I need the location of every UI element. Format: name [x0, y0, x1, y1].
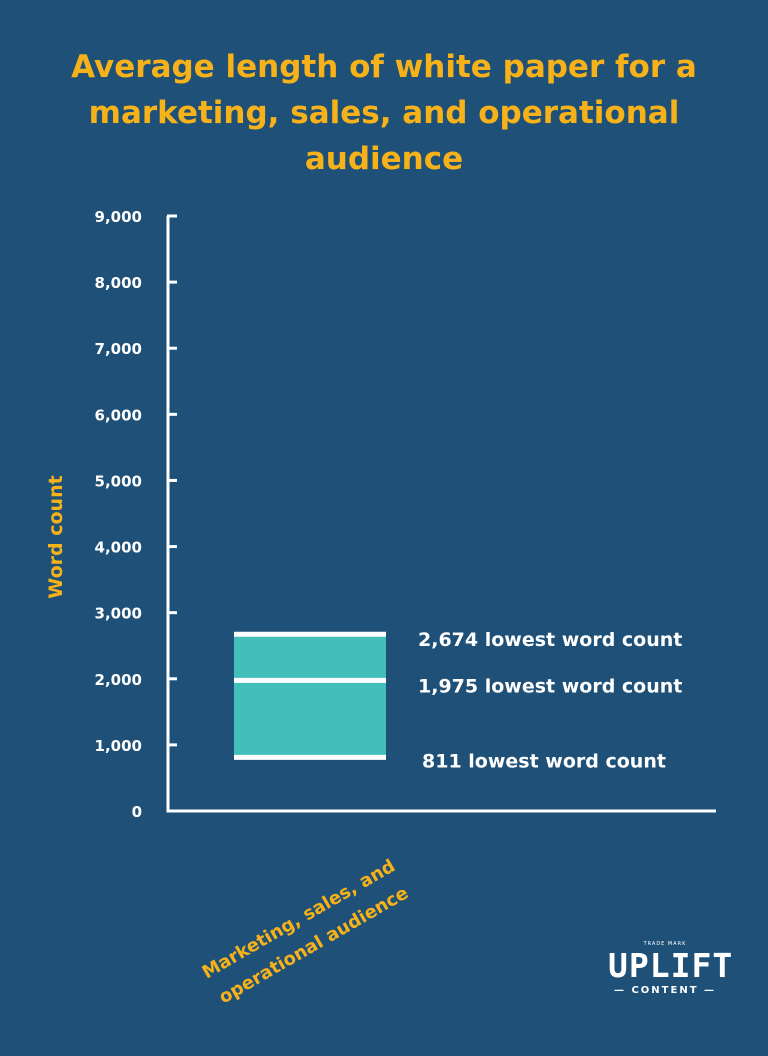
y-tick-label: 3,000: [95, 605, 142, 623]
logo-trademark-text: TRADE MARK: [643, 941, 687, 947]
y-tick-label: 1,000: [95, 737, 142, 755]
uplift-content-logo: TRADE MARK UPLIFT — CONTENT —: [608, 940, 734, 998]
chart-title: Average length of white paper for a mark…: [71, 49, 697, 177]
y-axis-title: Word count: [45, 475, 67, 598]
logo-main-text: UPLIFT: [608, 946, 734, 985]
box-body: [234, 634, 386, 758]
box-high-label: 2,674 lowest word count: [418, 629, 682, 651]
y-tick-label: 6,000: [95, 406, 142, 424]
logo-sub-text: — CONTENT —: [613, 985, 716, 996]
y-tick-label: 2,000: [95, 671, 142, 689]
y-tick-label: 9,000: [95, 208, 142, 226]
box-low-label: 811 lowest word count: [422, 750, 666, 772]
y-tick-label: 8,000: [95, 274, 142, 292]
y-tick-label: 0: [132, 803, 142, 821]
y-axis-ticks: 0 1,000 2,000 3,000 4,000 5,000 6,000 7,000 8,00…: [95, 208, 177, 821]
y-tick-label: 7,000: [95, 340, 142, 358]
y-tick-label: 4,000: [95, 539, 142, 557]
boxes: 2,674 lowest word count 1,975 lowest word…: [234, 629, 682, 772]
box-mid-label: 1,975 lowest word count: [418, 675, 682, 697]
y-tick-label: 5,000: [95, 472, 142, 490]
